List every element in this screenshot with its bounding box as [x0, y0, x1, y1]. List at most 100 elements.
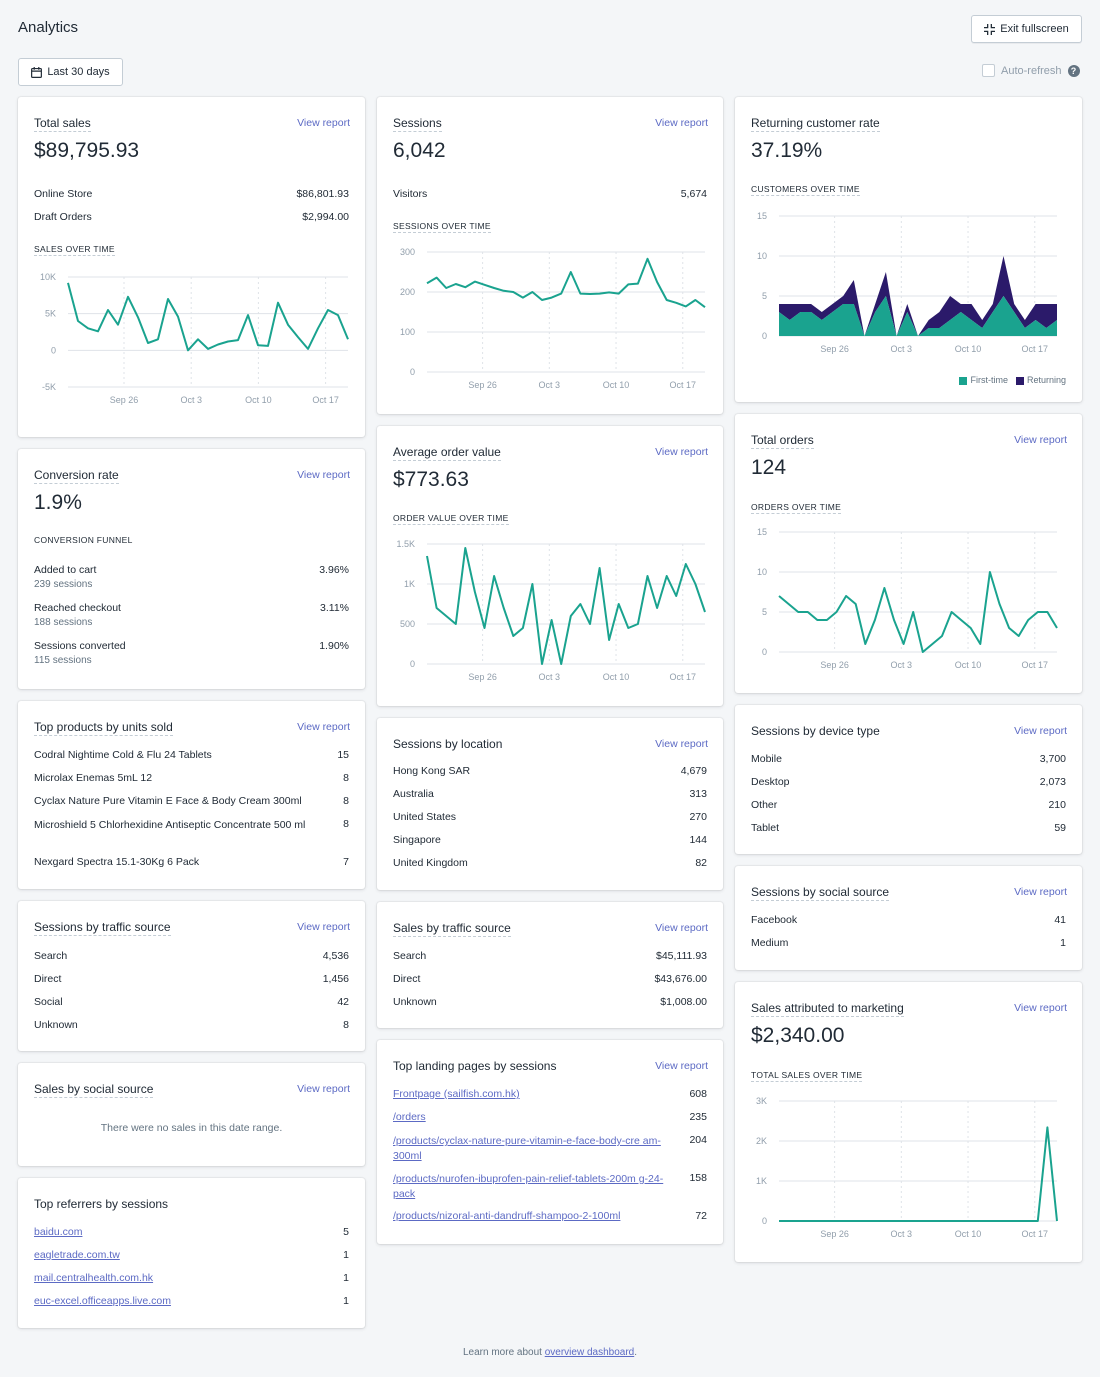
chart-label[interactable]: Sales over time: [34, 244, 115, 256]
card-title[interactable]: Returning customer rate: [751, 116, 880, 132]
view-report-link[interactable]: View report: [297, 1083, 350, 1095]
view-report-link[interactable]: View report: [1014, 1002, 1067, 1014]
card-title[interactable]: Sessions by social source: [751, 885, 890, 901]
card-title[interactable]: Total orders: [751, 433, 814, 449]
y-tick-label: 1K: [404, 579, 415, 589]
sales-social-card: Sales by social source View report There…: [18, 1063, 365, 1166]
date-range-button[interactable]: Last 30 days: [18, 58, 123, 86]
x-tick-label: Oct 17: [1022, 660, 1049, 670]
list-item: mail.centralhealth.com.hk 1: [34, 1272, 349, 1284]
referrer-link[interactable]: baidu.com: [34, 1226, 83, 1238]
landing-page-link[interactable]: Frontpage (sailfish.com.hk): [393, 1088, 520, 1100]
view-report-link[interactable]: View report: [297, 921, 350, 933]
aov-card: Average order value View report $773.63 …: [377, 426, 723, 706]
exit-fullscreen-label: Exit fullscreen: [1000, 23, 1069, 35]
x-tick-label: Oct 10: [603, 380, 630, 390]
customers-over-time-chart: 0 5 10 15 Sep 26 Oct 3 Oct 10 Oct 17: [757, 211, 1057, 354]
order-value-over-time-chart: 0 500 1K 1.5K Sep 26 Oct 3 Oct 10 Oct 17: [396, 539, 706, 682]
conversion-rate-card: Conversion rate View report 1.9% Convers…: [18, 449, 365, 689]
returning-rate-value: 37.19%: [751, 139, 823, 162]
x-tick-label: Oct 3: [891, 660, 913, 670]
card-title[interactable]: Conversion rate: [34, 468, 119, 484]
list-item: United States 270: [393, 811, 707, 823]
chart-label[interactable]: Order value over time: [393, 513, 509, 525]
view-report-link[interactable]: View report: [297, 721, 350, 733]
view-report-link[interactable]: View report: [655, 738, 708, 750]
location-card: Sessions by location View report Hong Ko…: [377, 718, 723, 890]
list-item: Social 42: [34, 996, 349, 1008]
overview-dashboard-link[interactable]: overview dashboard: [544, 1347, 635, 1358]
card-title[interactable]: Sales by traffic source: [393, 921, 511, 937]
referrer-link[interactable]: mail.centralhealth.com.hk: [34, 1272, 154, 1284]
sessions-card: Sessions View report 6,042 Visitors 5,674…: [377, 97, 723, 414]
help-icon[interactable]: ?: [1067, 64, 1080, 77]
sales-traffic-card: Sales by traffic source View report Sear…: [377, 902, 723, 1028]
list-item: Australia 313: [393, 788, 707, 800]
landing-page-link[interactable]: /products/nurofen-ibuprofen-pain-relief-…: [393, 1173, 664, 1200]
list-item: Other 210: [751, 799, 1066, 811]
view-report-link[interactable]: View report: [1014, 886, 1067, 898]
list-item: United Kingdom 82: [393, 857, 707, 869]
calendar-icon: [31, 66, 43, 78]
view-report-link[interactable]: View report: [297, 469, 350, 481]
card-title[interactable]: Average order value: [393, 445, 501, 461]
x-tick-label: Oct 3: [180, 395, 202, 405]
landing-pages-card: Top landing pages by sessions View repor…: [377, 1040, 723, 1244]
list-item: Search 4,536: [34, 950, 349, 962]
list-item: Unknown 8: [34, 1019, 349, 1031]
auto-refresh-toggle[interactable]: Auto-refresh ?: [982, 64, 1080, 77]
list-item: Singapore 144: [393, 834, 707, 846]
x-tick-label: Oct 17: [1022, 344, 1049, 354]
card-title[interactable]: Sales attributed to marketing: [751, 1001, 904, 1017]
exit-fullscreen-button[interactable]: Exit fullscreen: [971, 15, 1082, 43]
y-tick-label: 3K: [756, 1096, 767, 1106]
card-title[interactable]: Sales by social source: [34, 1082, 154, 1098]
view-report-link[interactable]: View report: [655, 1060, 708, 1072]
view-report-link[interactable]: View report: [1014, 725, 1067, 737]
list-item: /orders 235: [393, 1111, 707, 1123]
referrer-link[interactable]: euc-excel.officeapps.live.com: [34, 1295, 171, 1307]
view-report-link[interactable]: View report: [297, 117, 350, 129]
y-tick-label: 10: [757, 251, 767, 261]
landing-page-link[interactable]: /products/cyclax-nature-pure-vitamin-e-f…: [393, 1135, 661, 1162]
social-source-card: Sessions by social source View report Fa…: [735, 866, 1082, 970]
y-tick-label: 0: [762, 647, 767, 657]
y-tick-label: 500: [400, 619, 415, 629]
date-range-label: Last 30 days: [47, 66, 110, 78]
y-tick-label: 100: [400, 327, 415, 337]
view-report-link[interactable]: View report: [655, 117, 708, 129]
view-report-link[interactable]: View report: [655, 922, 708, 934]
sessions-value: 6,042: [393, 139, 446, 162]
card-title[interactable]: Sessions by traffic source: [34, 920, 171, 936]
aov-value: $773.63: [393, 468, 469, 491]
y-tick-label: 0: [51, 345, 56, 355]
card-title[interactable]: Top products by units sold: [34, 720, 173, 736]
series-line: [778, 571, 1058, 653]
chart-label[interactable]: Total sales over time: [751, 1070, 863, 1082]
series-line: [67, 282, 349, 352]
card-title[interactable]: Sessions: [393, 116, 442, 132]
landing-page-link[interactable]: /orders: [393, 1111, 426, 1123]
card-title[interactable]: Total sales: [34, 116, 91, 132]
total-sales-value: $89,795.93: [34, 139, 140, 162]
marketing-sales-over-time-chart: 0 1K 2K 3K Sep 26 Oct 3 Oct 10 Oct 17: [756, 1096, 1058, 1239]
y-tick-label: 0: [762, 331, 767, 341]
returning-area: [779, 256, 1057, 336]
list-item: Direct 1,456: [34, 973, 349, 985]
list-item: Online Store $86,801.93: [34, 188, 349, 200]
x-tick-label: Sep 26: [820, 344, 849, 354]
sessions-over-time-chart: 0 100 200 300 Sep 26 Oct 3 Oct 10 Oct 17: [400, 247, 706, 390]
view-report-link[interactable]: View report: [655, 446, 708, 458]
referrer-link[interactable]: eagletrade.com.tw: [34, 1249, 120, 1261]
x-tick-label: Oct 10: [955, 660, 982, 670]
chart-label[interactable]: Orders over time: [751, 502, 842, 514]
view-report-link[interactable]: View report: [1014, 434, 1067, 446]
list-item: Sessions converted 115 sessions 1.90%: [34, 640, 349, 666]
y-tick-label: 0: [410, 659, 415, 669]
x-tick-label: Sep 26: [820, 660, 849, 670]
chart-label[interactable]: Sessions over time: [393, 221, 491, 233]
landing-page-link[interactable]: /products/nizoral-anti-dandruff-shampoo-…: [393, 1210, 621, 1222]
auto-refresh-checkbox[interactable]: [982, 64, 995, 77]
chart-label[interactable]: Customers over time: [751, 184, 860, 196]
device-type-card: Sessions by device type View report Mobi…: [735, 705, 1082, 854]
